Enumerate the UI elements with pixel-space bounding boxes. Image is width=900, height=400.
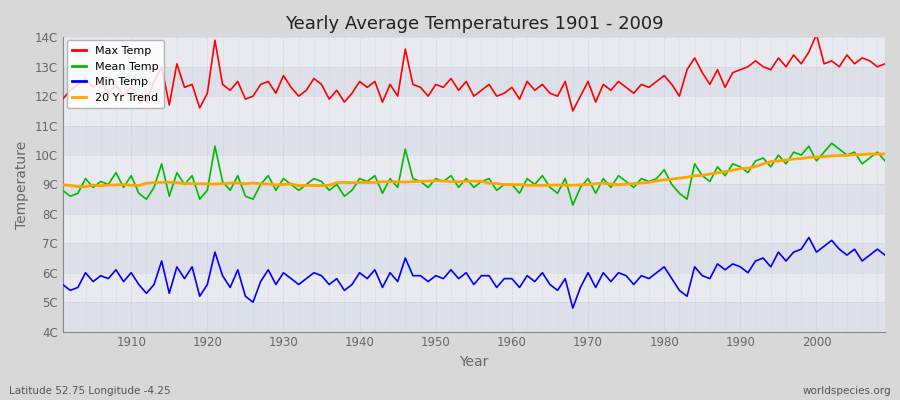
20 Yr Trend (293, 183, 304, 188)
X-axis label: Year: Year (459, 355, 489, 369)
20 Yr Trend (507, 182, 517, 187)
Mean Temp (331, 182, 342, 187)
Mean Temp (567, 203, 578, 208)
Mean Temp (879, 158, 890, 163)
Bar (63, 96, 885, 126)
Min Temp (507, 276, 517, 281)
Max Temp (606, 88, 616, 93)
Mean Temp (507, 182, 517, 187)
20 Yr Trend (126, 183, 137, 188)
Mean Temp (606, 185, 616, 190)
Line: 20 Yr Trend: 20 Yr Trend (63, 154, 885, 187)
Line: Mean Temp: Mean Temp (63, 143, 885, 205)
Max Temp (118, 94, 129, 98)
Min Temp (58, 282, 68, 287)
20 Yr Trend (58, 182, 68, 187)
Mean Temp (499, 182, 509, 187)
Mean Temp (118, 185, 129, 190)
Max Temp (811, 32, 822, 37)
Min Temp (804, 235, 814, 240)
Min Temp (285, 276, 296, 281)
Bar (63, 155, 885, 184)
Min Temp (331, 276, 342, 281)
Line: Min Temp: Min Temp (63, 238, 885, 308)
Max Temp (285, 85, 296, 90)
20 Yr Trend (879, 152, 890, 156)
Text: worldspecies.org: worldspecies.org (803, 386, 891, 396)
Line: Max Temp: Max Temp (63, 34, 885, 111)
Y-axis label: Temperature: Temperature (15, 140, 29, 228)
Mean Temp (826, 141, 837, 146)
Title: Yearly Average Temperatures 1901 - 2009: Yearly Average Temperatures 1901 - 2009 (284, 15, 663, 33)
20 Yr Trend (864, 152, 875, 156)
Max Temp (58, 97, 68, 102)
20 Yr Trend (514, 182, 525, 187)
Legend: Max Temp, Mean Temp, Min Temp, 20 Yr Trend: Max Temp, Mean Temp, Min Temp, 20 Yr Tre… (67, 40, 164, 108)
Max Temp (567, 108, 578, 113)
Bar (63, 273, 885, 302)
Max Temp (507, 85, 517, 90)
Bar (63, 302, 885, 332)
Text: Latitude 52.75 Longitude -4.25: Latitude 52.75 Longitude -4.25 (9, 386, 171, 396)
Min Temp (567, 306, 578, 310)
Max Temp (499, 91, 509, 96)
Max Temp (879, 62, 890, 66)
20 Yr Trend (606, 182, 616, 186)
Max Temp (331, 88, 342, 93)
Min Temp (879, 253, 890, 258)
Min Temp (499, 276, 509, 281)
Bar (63, 184, 885, 214)
Min Temp (118, 279, 129, 284)
Min Temp (606, 279, 616, 284)
Bar (63, 214, 885, 243)
Mean Temp (58, 188, 68, 193)
20 Yr Trend (80, 184, 91, 189)
Mean Temp (285, 182, 296, 187)
20 Yr Trend (339, 180, 350, 185)
Bar (63, 37, 885, 67)
Bar (63, 126, 885, 155)
Bar (63, 67, 885, 96)
Bar (63, 243, 885, 273)
